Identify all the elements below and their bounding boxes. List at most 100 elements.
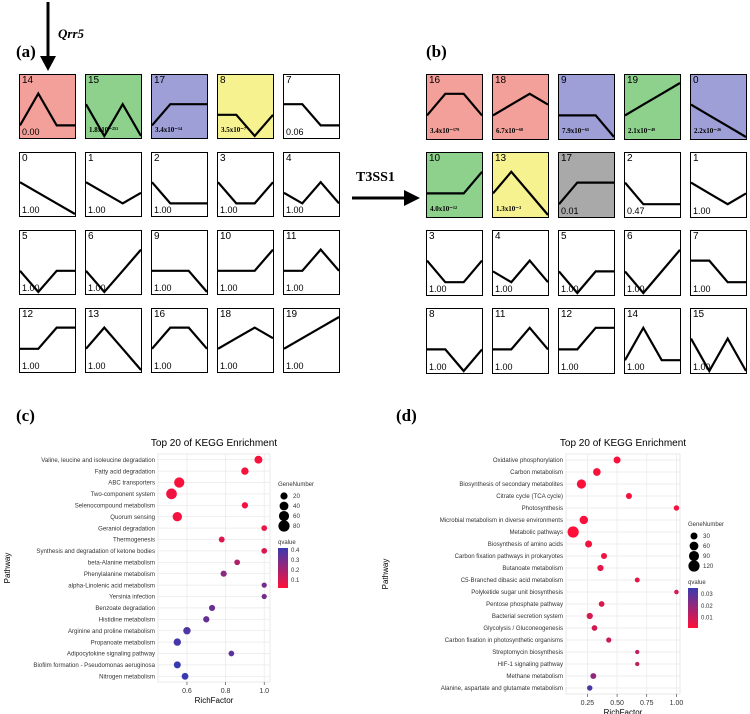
profile-box: 4 1.00: [492, 230, 549, 296]
profile-box: 3 1.00: [217, 152, 274, 217]
data-point: [567, 526, 579, 538]
data-point: [585, 540, 593, 548]
profile-pvalue: 1.00: [154, 283, 172, 293]
profile-id: 2: [627, 153, 633, 164]
size-legend-point: [689, 541, 699, 551]
profile-box: 0 1.00: [19, 152, 76, 217]
profile-line: [284, 180, 340, 205]
data-point: [673, 505, 680, 511]
profile-id: 17: [561, 153, 573, 164]
data-point: [674, 589, 679, 595]
data-point: [172, 512, 183, 522]
x-tick-label: 0.6: [182, 688, 192, 695]
profile-line: [284, 103, 339, 127]
data-point: [576, 479, 587, 489]
y-axis-label: Pathway: [3, 553, 12, 584]
profile-id: 0: [22, 153, 28, 164]
size-legend-label: 80: [293, 523, 300, 530]
profile-pvalue: 4.0x10⁻¹²: [430, 205, 458, 213]
profile-id: 10: [429, 153, 441, 164]
pathway-label: Synthesis and degradation of ketone bodi…: [36, 548, 155, 555]
profile-id: 13: [495, 153, 507, 164]
profile-line: [86, 248, 142, 294]
profile-box: 5 1.00: [19, 230, 76, 295]
profile-pvalue: 1.00: [495, 284, 513, 294]
color-legend-label: 0.03: [701, 592, 713, 598]
profile-pvalue: 1.00: [154, 205, 172, 215]
pathway-label: Two-component system: [91, 491, 155, 498]
profile-pvalue: 1.00: [693, 362, 711, 372]
panel-label-c: (c): [16, 406, 35, 425]
pathway-label: Alanine, aspartate and glutamate metabol…: [441, 685, 563, 692]
pathway-label: Adipocytokine signaling pathway: [67, 651, 156, 658]
profile-box: 9 7.9x10⁻⁶⁵: [558, 74, 615, 140]
profile-pvalue: 3.4x10⁻¹⁷⁹: [430, 127, 460, 135]
profile-pvalue: 1.00: [22, 361, 40, 371]
data-point: [606, 637, 612, 643]
pathway-label: Pentose phosphate pathway: [486, 601, 564, 608]
pathway-label: Propanoate metabolism: [91, 639, 155, 646]
data-point: [625, 492, 632, 500]
data-point: [234, 559, 241, 566]
profile-id: 1: [88, 153, 94, 164]
data-point: [183, 627, 191, 635]
data-point: [586, 612, 593, 620]
profile-line: [427, 171, 483, 195]
profile-box: 1 1.00: [690, 152, 747, 218]
data-point: [613, 456, 621, 464]
profile-id: 11: [495, 309, 506, 320]
profile-id: 0: [693, 75, 699, 86]
profile-line: [152, 103, 207, 127]
profile-id: 3: [220, 153, 226, 164]
profile-id: 17: [154, 75, 166, 86]
profile-pvalue: 1.00: [88, 205, 106, 215]
data-point: [173, 638, 182, 646]
profile-box: 13 1.3x10⁻³: [492, 152, 549, 218]
profile-line: [86, 181, 142, 205]
pathway-label: Butanoate metabolism: [502, 565, 563, 572]
profile-pvalue: 1.00: [286, 205, 304, 215]
data-point: [597, 564, 604, 572]
profile-box: 15 1.00: [690, 308, 747, 374]
pathway-label: Polyketide sugar unit biosynthesis: [471, 589, 563, 596]
panel-label-a: (a): [16, 42, 36, 61]
plot-area: [157, 453, 271, 683]
profile-id: 9: [154, 231, 160, 242]
profile-line: [218, 181, 274, 205]
pathway-label: ABC transporters: [108, 480, 155, 487]
size-legend-label: 30: [703, 533, 710, 540]
size-legend-label: 40: [293, 503, 300, 510]
profile-id: 18: [495, 75, 507, 86]
profile-pvalue: 1.00: [627, 362, 645, 372]
qrr5-label: Qrr5: [58, 26, 85, 41]
profile-box: 12 1.00: [19, 308, 76, 373]
profile-pvalue: 1.00: [561, 362, 579, 372]
profile-line: [86, 101, 142, 139]
pathway-label: Bacterial secretion system: [492, 613, 563, 620]
pathway-label: Oxidative phosphorylation: [493, 457, 563, 464]
x-tick-label: 1.00: [670, 700, 684, 707]
data-point: [261, 582, 267, 588]
profile-line: [559, 181, 614, 205]
profile-line: [625, 181, 680, 206]
panel-label-d: (d): [396, 406, 417, 425]
profile-box: 19 2.1x10⁻⁴⁹: [624, 74, 681, 140]
pathway-label: Metabolic pathways: [509, 529, 563, 536]
size-legend-label: 60: [293, 513, 300, 520]
profile-id: 6: [88, 231, 94, 242]
pathway-label: Benzoate degradation: [95, 605, 155, 612]
color-legend-title: qvalue: [688, 580, 706, 586]
data-point: [220, 570, 227, 577]
profile-line: [493, 92, 549, 117]
profile-box: 17 3.4x10⁻¹⁴: [151, 74, 208, 139]
profile-pvalue: 7.9x10⁻⁶⁵: [562, 127, 590, 135]
profile-pvalue: 1.00: [220, 361, 238, 371]
profile-pvalue: 1.00: [429, 284, 447, 294]
pathway-label: HIF-1 signaling pathway: [498, 661, 564, 668]
profile-line: [493, 258, 549, 284]
data-point: [600, 552, 608, 560]
profile-pvalue: 1.00: [22, 283, 40, 293]
data-point: [598, 601, 605, 607]
chart-title: Top 20 of KEGG Enrichment: [560, 438, 686, 449]
pathway-label: Quorum sensing: [110, 514, 155, 521]
